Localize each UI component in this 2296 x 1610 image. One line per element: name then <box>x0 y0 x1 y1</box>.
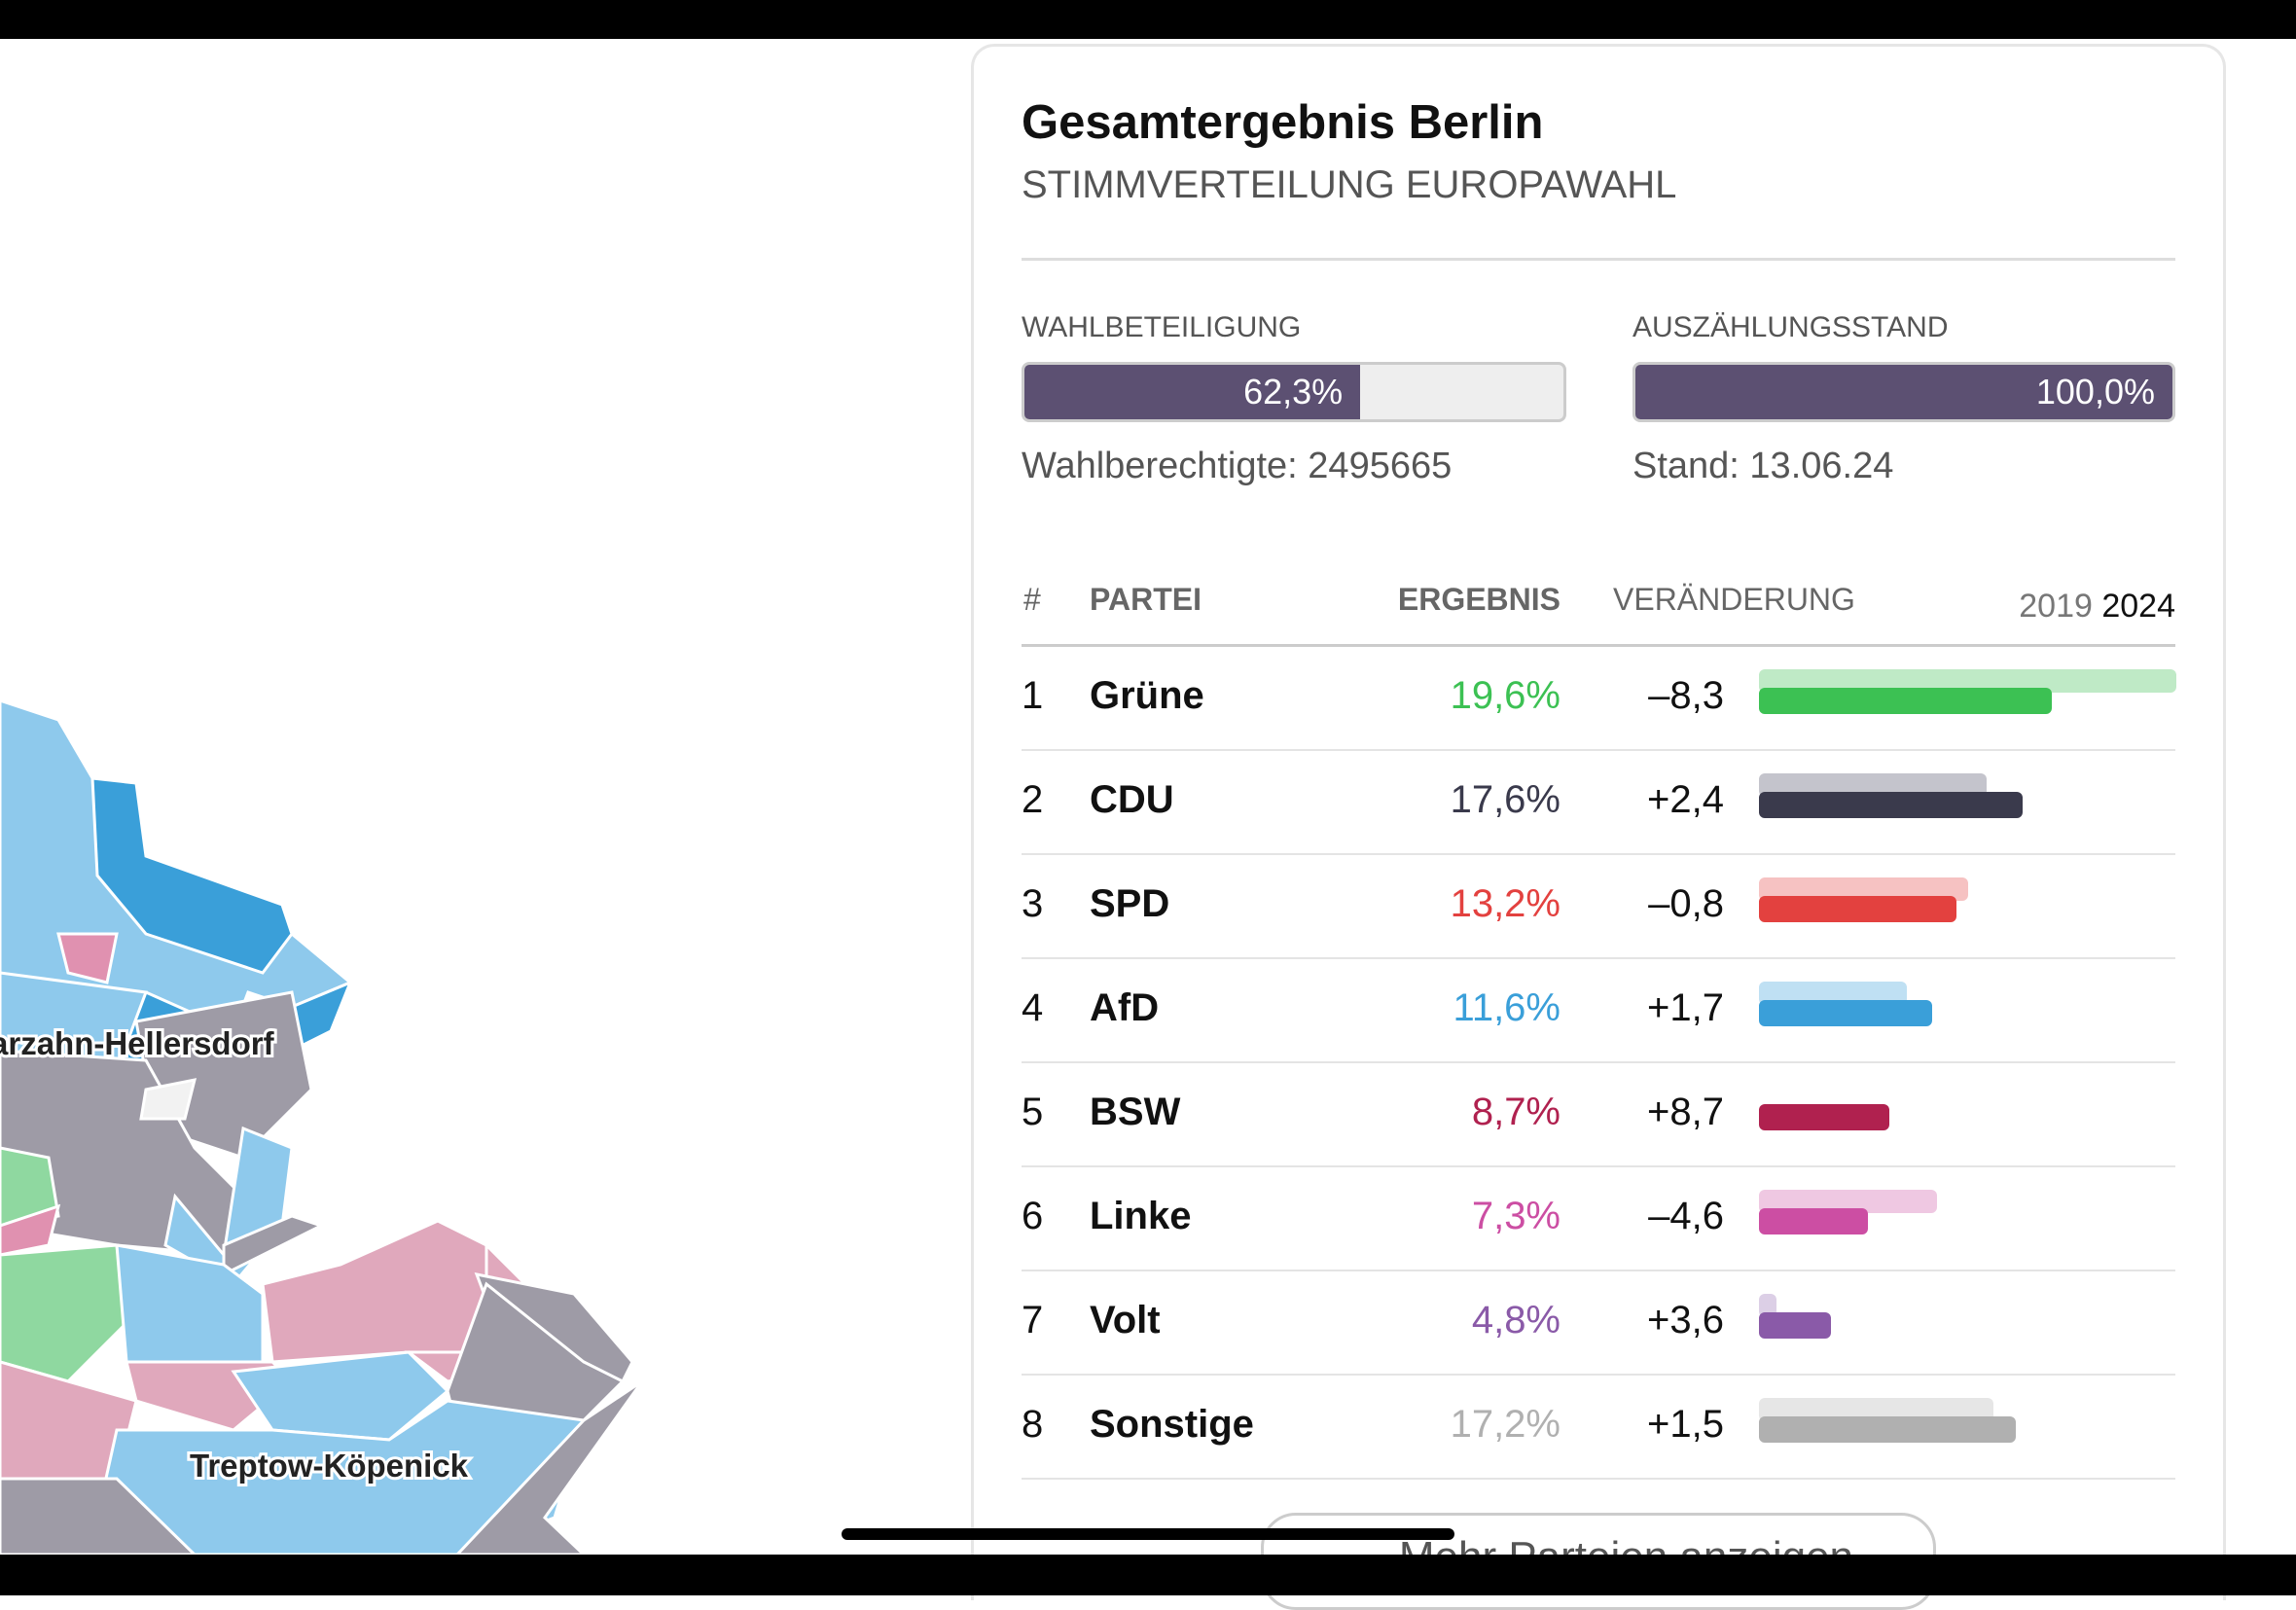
row-line <box>1022 853 2175 855</box>
col-header: # <box>1023 582 1041 617</box>
rank: 4 <box>1022 985 1044 1029</box>
turnout-caption: WAHLBETEILIGUNG <box>1022 311 1302 343</box>
bar-2024 <box>1759 896 1956 922</box>
bar-2024 <box>1759 1416 2017 1443</box>
count-bar: 100,0% <box>1632 362 2175 422</box>
count-label: 100,0% <box>2035 372 2155 411</box>
count-note: Stand: 13.06.24 <box>1632 446 1894 486</box>
rank: 3 <box>1022 881 1044 925</box>
change: –0,8 <box>1648 881 1724 925</box>
party-name: Volt <box>1090 1298 1161 1342</box>
col-header: VERÄNDERUNG <box>1613 582 1855 617</box>
change: –8,3 <box>1648 673 1724 717</box>
bar-2024 <box>1759 1000 1933 1026</box>
header-line <box>1022 644 2175 647</box>
result: 8,7% <box>1471 1090 1561 1133</box>
result: 19,6% <box>1450 673 1561 717</box>
rank: 1 <box>1022 673 1044 717</box>
change: +2,4 <box>1647 777 1724 821</box>
row-line <box>1022 1061 2175 1063</box>
bottom-bar <box>0 1555 2296 1595</box>
turnout-bar: 62,3% <box>1022 362 1566 422</box>
bar-2024 <box>1759 1312 1831 1339</box>
panel-title: Gesamtergebnis Berlin <box>1022 96 1544 149</box>
year-2024: 2024 <box>2101 588 2175 625</box>
row-line <box>1022 1478 2175 1480</box>
home-indicator <box>842 1528 1454 1540</box>
row-line <box>1022 1165 2175 1167</box>
year-2019: 2019 <box>2019 588 2093 625</box>
rank: 5 <box>1022 1090 1044 1133</box>
results-panel <box>971 44 2226 1600</box>
divider <box>1022 258 2175 261</box>
change: +1,7 <box>1647 985 1724 1029</box>
result: 4,8% <box>1471 1298 1561 1342</box>
count-caption: AUSZÄHLUNGSSTAND <box>1632 311 1949 343</box>
bar-2024 <box>1759 688 2053 714</box>
change: +8,7 <box>1647 1090 1724 1133</box>
turnout-label: 62,3% <box>1243 372 1344 411</box>
panel-subtitle: STIMMVERTEILUNG EUROPAWAHL <box>1022 163 1677 206</box>
row-line <box>1022 1374 2175 1376</box>
change: +3,6 <box>1647 1298 1724 1342</box>
district-label: arzahn-Hellersdorf <box>0 1025 275 1061</box>
party-name: CDU <box>1090 777 1174 821</box>
row-line <box>1022 749 2175 751</box>
change: –4,6 <box>1648 1194 1724 1237</box>
bar-2024 <box>1759 1104 1889 1130</box>
rank: 7 <box>1022 1298 1044 1342</box>
result: 17,6% <box>1450 777 1561 821</box>
row-line <box>1022 1270 2175 1271</box>
bar-2024 <box>1759 1208 1869 1234</box>
rank: 2 <box>1022 777 1044 821</box>
result: 17,2% <box>1450 1402 1561 1446</box>
map: arzahn-Hellersdorf Treptow-Köpenick <box>0 698 644 1556</box>
party-name: AfD <box>1090 985 1160 1029</box>
bar-2024 <box>1759 792 2023 818</box>
status-bar <box>0 0 2296 39</box>
result: 13,2% <box>1450 881 1561 925</box>
count-fill: 100,0% <box>1635 365 2172 419</box>
party-name: Grüne <box>1090 673 1204 717</box>
col-header: ERGEBNIS <box>1397 582 1561 617</box>
party-name: Sonstige <box>1090 1402 1254 1446</box>
row-line <box>1022 957 2175 959</box>
party-name: Linke <box>1090 1194 1192 1237</box>
year-legend: 2019 2024 <box>2019 588 2175 626</box>
change: +1,5 <box>1647 1402 1724 1446</box>
party-name: BSW <box>1090 1090 1181 1133</box>
turnout-note: Wahlberechtigte: 2495665 <box>1022 446 1453 486</box>
district-label: Treptow-Köpenick <box>190 1448 469 1484</box>
col-header: PARTEI <box>1090 582 1202 617</box>
bar-2019 <box>1759 1294 1777 1317</box>
turnout-fill: 62,3% <box>1024 365 1361 419</box>
result: 11,6% <box>1453 985 1561 1029</box>
rank: 8 <box>1022 1402 1044 1446</box>
rank: 6 <box>1022 1194 1044 1237</box>
result: 7,3% <box>1471 1194 1561 1237</box>
party-name: SPD <box>1090 881 1170 925</box>
